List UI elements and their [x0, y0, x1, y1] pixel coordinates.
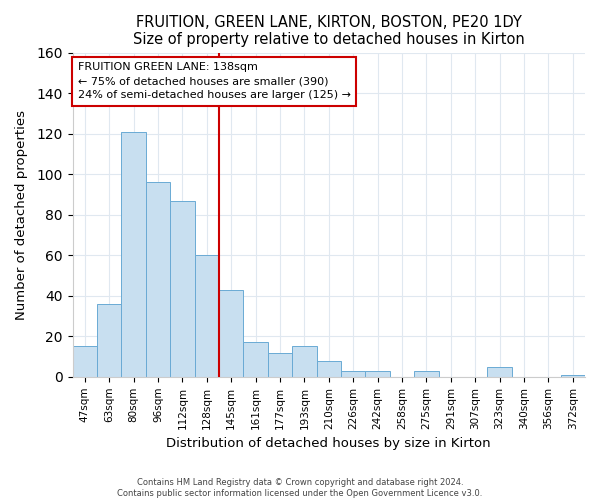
Bar	[341, 370, 365, 377]
Bar	[365, 370, 390, 377]
Text: Contains HM Land Registry data © Crown copyright and database right 2024.
Contai: Contains HM Land Registry data © Crown c…	[118, 478, 482, 498]
Bar	[194, 256, 219, 377]
Bar	[170, 200, 194, 377]
Bar	[560, 375, 585, 377]
Bar	[97, 304, 121, 377]
X-axis label: Distribution of detached houses by size in Kirton: Distribution of detached houses by size …	[166, 437, 491, 450]
Bar	[414, 370, 439, 377]
Text: FRUITION GREEN LANE: 138sqm
← 75% of detached houses are smaller (390)
24% of se: FRUITION GREEN LANE: 138sqm ← 75% of det…	[77, 62, 350, 100]
Bar	[268, 352, 292, 377]
Y-axis label: Number of detached properties: Number of detached properties	[15, 110, 28, 320]
Bar	[244, 342, 268, 377]
Bar	[73, 346, 97, 377]
Bar	[487, 366, 512, 377]
Bar	[292, 346, 317, 377]
Bar	[121, 132, 146, 377]
Bar	[219, 290, 244, 377]
Bar	[317, 360, 341, 377]
Title: FRUITION, GREEN LANE, KIRTON, BOSTON, PE20 1DY
Size of property relative to deta: FRUITION, GREEN LANE, KIRTON, BOSTON, PE…	[133, 15, 524, 48]
Bar	[146, 182, 170, 377]
